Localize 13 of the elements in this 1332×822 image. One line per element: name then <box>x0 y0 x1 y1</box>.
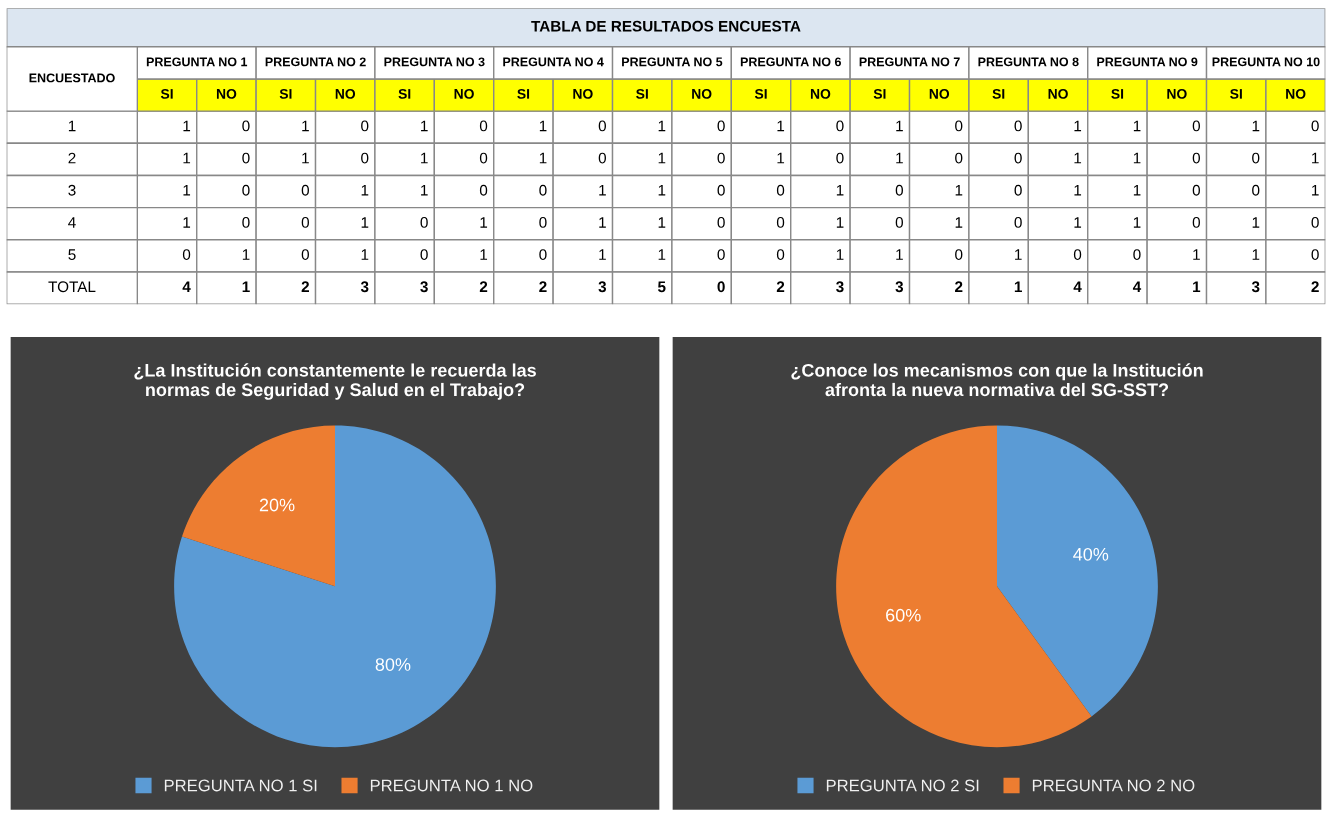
data-label: 60% <box>886 608 921 622</box>
data-label: 20% <box>259 498 295 512</box>
pie-slice <box>182 425 335 587</box>
data-label: 40% <box>1073 547 1109 561</box>
legend-label: PREGUNTA NO 2 NO <box>1032 779 1195 792</box>
legend-label: PREGUNTA NO 2 SI <box>826 779 979 792</box>
legend-label: PREGUNTA NO 1 SI <box>164 779 317 792</box>
data-label: 80% <box>375 658 411 671</box>
chart-title: ¿La Institución constantemente le recuerda las normas de Seguridad y Salud en el Trabajo? <box>134 363 536 400</box>
pie-slice <box>997 425 1158 717</box>
pie-slice <box>174 425 496 748</box>
legend-label: PREGUNTA NO 1 NO <box>370 779 533 792</box>
chart-title: ¿Conoce los mecanismos con que la Institución afronta la nueva normativa del SG-SST? <box>791 363 1203 397</box>
